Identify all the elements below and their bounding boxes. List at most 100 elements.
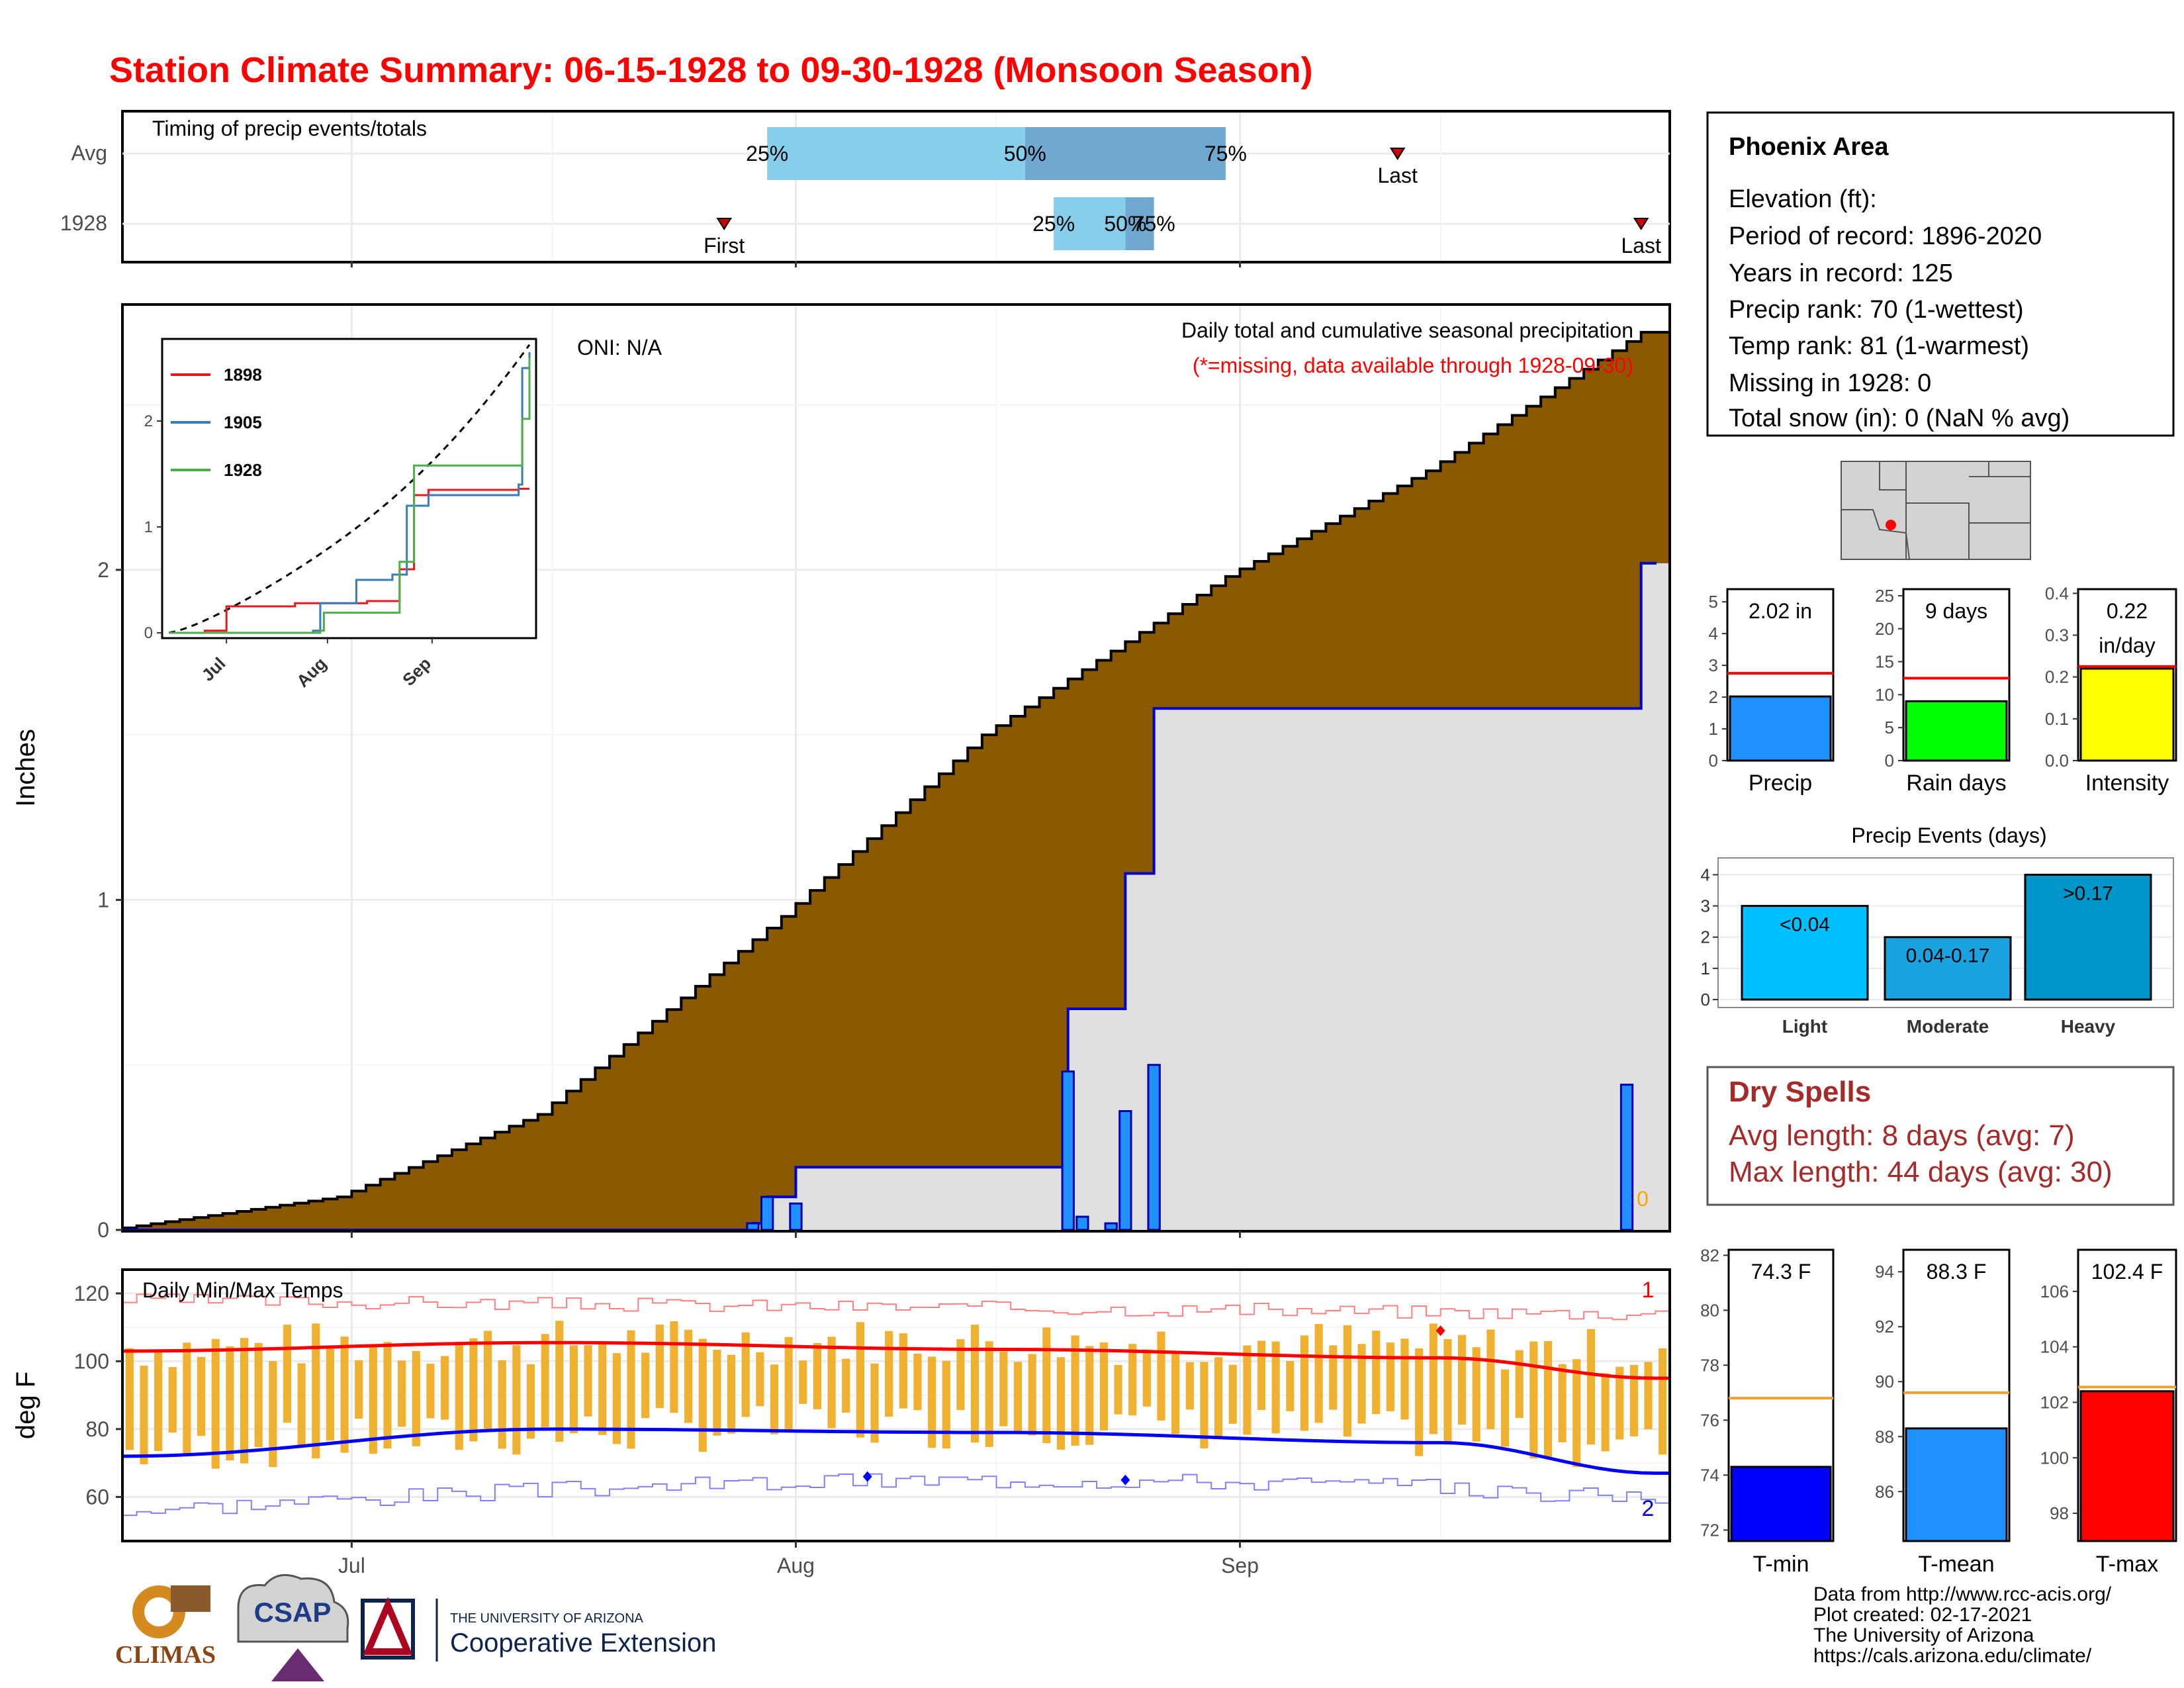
daily-temp-bar bbox=[1572, 1359, 1581, 1468]
daily-temp-bar bbox=[1028, 1354, 1036, 1436]
daily-temp-bar bbox=[183, 1342, 191, 1454]
daily-temp-bar bbox=[1257, 1340, 1266, 1410]
daily-temp-bar bbox=[312, 1323, 320, 1459]
daily-temp-bar bbox=[1601, 1373, 1610, 1452]
daily-temp-bar bbox=[612, 1353, 621, 1444]
daily-temp-bar bbox=[727, 1354, 736, 1434]
summary-y-tick-label: 5 bbox=[1885, 718, 1894, 737]
daily-temp-bar bbox=[670, 1321, 678, 1413]
daily-temp-bar bbox=[598, 1344, 607, 1435]
last-event-marker bbox=[1633, 218, 1649, 230]
events-y-tick-label: 3 bbox=[1701, 896, 1710, 916]
daily-temp-bar bbox=[1271, 1341, 1280, 1434]
daily-precip-bar bbox=[746, 1222, 760, 1231]
dry-spells-avg: Avg length: 8 days (avg: 7) bbox=[1729, 1119, 2075, 1152]
daily-temp-bar bbox=[856, 1322, 864, 1438]
quartile-label: 25% bbox=[746, 142, 788, 165]
summary-y-tick-label: 0.4 bbox=[2045, 583, 2069, 603]
daily-temp-bar bbox=[1543, 1340, 1553, 1459]
summary-y-tick-label: 0 bbox=[1709, 751, 1718, 771]
credit-line: https://cals.arizona.edu/climate/ bbox=[1813, 1645, 2092, 1667]
daily-temp-bar bbox=[741, 1332, 750, 1417]
summary-y-tick-label: 0.2 bbox=[2045, 667, 2069, 687]
daily-temp-bar bbox=[1142, 1349, 1151, 1407]
precip-y-tick-label: 0 bbox=[97, 1218, 109, 1242]
daily-temp-bar bbox=[1458, 1335, 1467, 1425]
temp-x-tick-label: Aug bbox=[777, 1554, 815, 1577]
daily-temp-bar bbox=[1114, 1364, 1122, 1415]
inset-average-line bbox=[168, 344, 531, 634]
daily-precip-bar bbox=[1147, 1064, 1161, 1231]
credit-line: Plot created: 02-17-2021 bbox=[1813, 1604, 2032, 1626]
record-marker bbox=[1435, 1325, 1445, 1336]
summary-y-tick-label: 2 bbox=[1709, 687, 1718, 707]
page-title: Station Climate Summary: 06-15-1928 to 0… bbox=[109, 50, 1313, 90]
summary-y-tick-label: 0.3 bbox=[2045, 625, 2069, 645]
daily-temp-bar bbox=[326, 1348, 334, 1441]
daily-temp-bar bbox=[1615, 1366, 1624, 1440]
events-y-tick-label: 2 bbox=[1701, 927, 1710, 947]
precip-event-category: Light bbox=[1782, 1016, 1827, 1037]
record-high-count: 1 bbox=[1642, 1278, 1655, 1303]
inset-legend-label: 1905 bbox=[224, 412, 262, 432]
precip-event-category: Heavy bbox=[2061, 1016, 2116, 1037]
record-marker bbox=[862, 1471, 872, 1482]
summary-y-tick-label: 25 bbox=[1875, 586, 1894, 606]
daily-temp-bar bbox=[641, 1352, 650, 1419]
precip-panel: 0 1 2 Inches ONI: N/A Daily total and cumu… bbox=[11, 261, 1671, 1242]
first-event-marker bbox=[716, 218, 733, 230]
daily-temp-bar bbox=[569, 1345, 578, 1434]
temp-summary-y-tick-label: 98 bbox=[2050, 1503, 2069, 1523]
daily-temp-bar bbox=[1300, 1335, 1309, 1431]
station-info-line: Years in record: 125 bbox=[1729, 259, 1953, 287]
dry-spells-box: Dry Spells Avg length: 8 days (avg: 7) M… bbox=[1706, 1066, 2175, 1206]
daily-temp-bar bbox=[698, 1338, 707, 1452]
summary-bar-name: Intensity bbox=[2085, 771, 2169, 796]
quartile-box-upper bbox=[1024, 127, 1226, 180]
daily-temp-bar bbox=[1286, 1361, 1295, 1411]
summary-bar-value: 9 days bbox=[1925, 599, 1987, 623]
daily-temp-bar bbox=[1214, 1357, 1223, 1438]
daily-precip-bar bbox=[1075, 1215, 1089, 1231]
temp-y-tick-label: 60 bbox=[85, 1485, 109, 1509]
daily-temp-bar bbox=[784, 1336, 793, 1430]
daily-temp-bar bbox=[226, 1346, 234, 1461]
summary-y-tick-label: 4 bbox=[1709, 624, 1718, 643]
temp-summary-y-tick-label: 72 bbox=[1700, 1520, 1719, 1540]
daily-temp-bar bbox=[770, 1364, 779, 1434]
quartile-box-lower bbox=[767, 127, 1025, 180]
daily-temp-bar bbox=[1042, 1327, 1051, 1444]
daily-temp-bar bbox=[1013, 1362, 1023, 1433]
temp-summary-y-tick-label: 94 bbox=[1875, 1262, 1894, 1282]
timing-panel-label: Timing of precip events/totals bbox=[152, 117, 427, 140]
daily-temp-bar bbox=[985, 1341, 993, 1447]
credits: Data from http://www.rcc-acis.org/ Plot … bbox=[1813, 1583, 2112, 1667]
daily-temp-bar bbox=[1386, 1342, 1394, 1411]
station-info-line: Precip rank: 70 (1-wettest) bbox=[1729, 296, 2024, 324]
daily-temp-bar bbox=[813, 1342, 821, 1409]
dry-spells-title: Dry Spells bbox=[1729, 1076, 1871, 1108]
inset-series-line bbox=[169, 487, 529, 634]
inset-y-tick-label: 1 bbox=[144, 518, 153, 536]
record-low-line bbox=[122, 1473, 1670, 1517]
summary-bar-unit: in/day bbox=[2099, 633, 2155, 657]
locator-map bbox=[1841, 461, 2031, 560]
daily-temp-bar bbox=[526, 1364, 535, 1439]
daily-temp-bar bbox=[1515, 1350, 1524, 1418]
precip-event-bar bbox=[1741, 905, 1869, 1001]
average-max-line bbox=[122, 1340, 1670, 1380]
summary-y-tick-label: 5 bbox=[1709, 592, 1718, 612]
precip-event-category: Moderate bbox=[1907, 1016, 1989, 1037]
daily-temp-bar bbox=[713, 1349, 721, 1436]
daily-temp-bar bbox=[1429, 1323, 1437, 1434]
temp-summary-y-tick-label: 102 bbox=[2040, 1392, 2069, 1412]
daily-temp-bar bbox=[1372, 1331, 1381, 1415]
summary-bar-value: 0.22 bbox=[2107, 599, 2148, 623]
summary-bar-name: Rain days bbox=[1906, 771, 2006, 796]
record-high-line bbox=[122, 1293, 1670, 1321]
temp-summary-value: 102.4 F bbox=[2091, 1260, 2163, 1284]
record-marker bbox=[1120, 1474, 1130, 1485]
dry-spells-max: Max length: 44 days (avg: 30) bbox=[1729, 1156, 2113, 1188]
summary-bar-charts: 0 1 2 3 4 5 2.02 in Precip 0 5 10 15 20 25 9 days Rain … bbox=[1709, 583, 2177, 796]
quartile-label: 50% bbox=[1104, 212, 1146, 236]
